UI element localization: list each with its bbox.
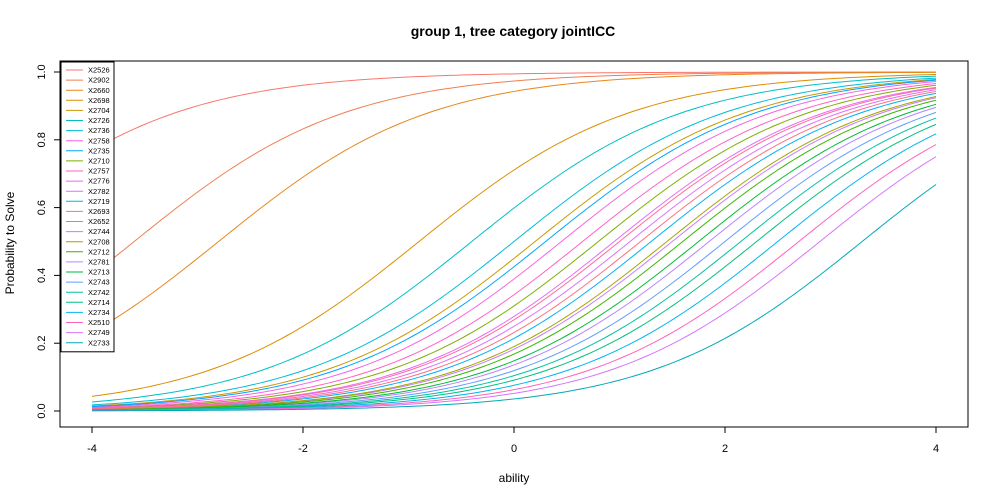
legend-label: X2744 (88, 227, 110, 236)
curve-x2710 (91, 84, 937, 409)
y-tick-label: 0.6 (36, 200, 48, 215)
curve-x2660 (91, 71, 937, 333)
legend-label: X2714 (88, 298, 110, 307)
curve-x2713 (91, 103, 937, 411)
legend-label: X2902 (88, 76, 110, 85)
curve-x2782 (91, 89, 937, 410)
legend-label: X2749 (88, 328, 110, 337)
legend-label: X2742 (88, 288, 110, 297)
curve-x2736 (91, 77, 937, 406)
curves (91, 71, 937, 412)
chart-title: group 1, tree category jointICC (411, 23, 616, 39)
legend-label: X2526 (88, 66, 110, 75)
y-tick-label: 0.2 (36, 336, 48, 351)
legend-label: X2719 (88, 197, 110, 206)
x-axis: -4 -2 0 2 4 (87, 426, 939, 455)
x-tick-label: -2 (298, 443, 308, 455)
y-axis: 0.0 0.2 0.4 0.6 0.8 1.0 (36, 64, 61, 419)
curve-x2734 (91, 133, 937, 411)
curve-x2726 (91, 75, 937, 403)
legend-label: X2704 (88, 106, 110, 115)
y-axis-label: Probability to Solve (3, 191, 17, 294)
legend-label: X2510 (88, 318, 110, 327)
curve-x2733 (91, 184, 937, 412)
curve-x2735 (91, 79, 937, 407)
legend-label: X2660 (88, 86, 110, 95)
x-tick-label: 4 (933, 443, 939, 455)
legend-label: X2713 (88, 268, 110, 277)
y-tick-label: 0.4 (36, 268, 48, 283)
legend-label: X2758 (88, 136, 110, 145)
y-tick-label: 0.0 (36, 403, 48, 418)
legend-label: X2652 (88, 217, 110, 226)
legend-label: X2776 (88, 177, 110, 186)
legend-label: X2698 (88, 96, 110, 105)
curve-x2749 (91, 156, 937, 412)
legend-label: X2733 (88, 338, 110, 347)
x-axis-label: ability (499, 471, 530, 485)
legend-label: X2743 (88, 278, 110, 287)
y-tick-label: 0.8 (36, 132, 48, 147)
curve-x2743 (91, 111, 937, 411)
legend: X2526X2902X2660X2698X2704X2726X2736X2758… (60, 61, 115, 353)
curve-x2652 (91, 90, 937, 410)
legend-label: X2735 (88, 146, 110, 155)
curve-x2708 (91, 96, 937, 411)
legend-label: X2781 (88, 258, 110, 267)
legend-label: X2710 (88, 157, 110, 166)
legend-label: X2712 (88, 247, 110, 256)
curve-x2902 (91, 71, 937, 276)
curve-x2758 (91, 80, 937, 408)
legend-label: X2708 (88, 237, 110, 246)
y-tick-label: 1.0 (36, 64, 48, 79)
curve-x2712 (91, 99, 937, 411)
x-tick-label: 2 (722, 443, 728, 455)
legend-label: X2757 (88, 167, 110, 176)
legend-label: X2782 (88, 187, 110, 196)
curve-x2744 (91, 97, 937, 411)
curve-x2719 (91, 92, 937, 410)
curve-x2698 (91, 74, 937, 397)
x-tick-label: 0 (511, 443, 517, 455)
x-tick-label: -4 (87, 443, 97, 455)
legend-label: X2726 (88, 116, 110, 125)
curve-x2757 (91, 82, 937, 409)
curve-x2693 (91, 87, 937, 410)
legend-label: X2693 (88, 207, 110, 216)
curve-x2704 (91, 78, 937, 407)
legend-label: X2736 (88, 126, 110, 135)
curve-x2526 (91, 71, 937, 151)
legend-label: X2734 (88, 308, 110, 317)
